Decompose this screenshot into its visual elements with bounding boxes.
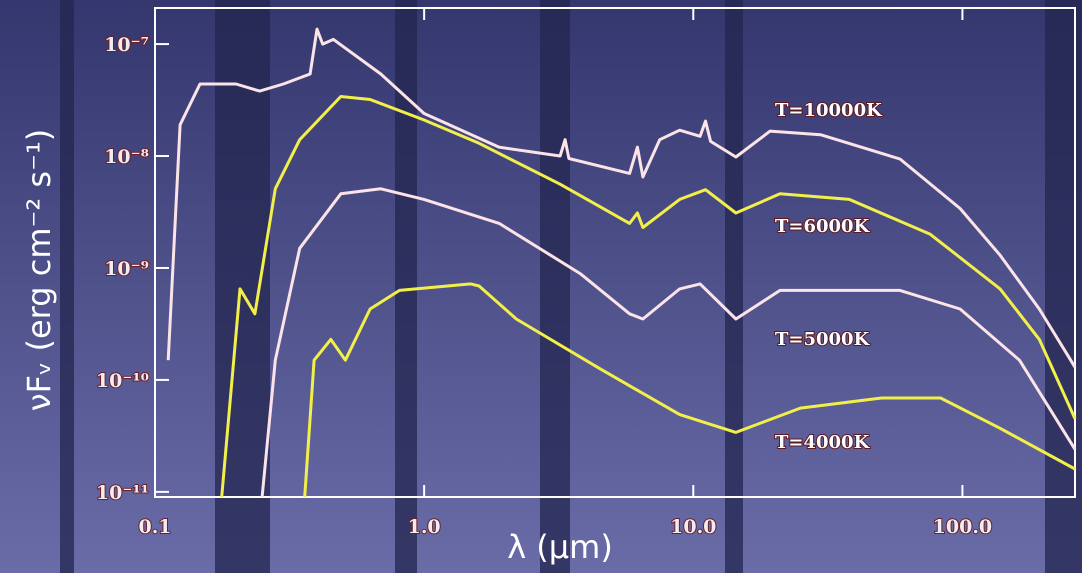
x-axis-label: λ (μm) bbox=[507, 528, 613, 566]
series-label: T=6000K bbox=[775, 216, 871, 237]
series-label: T=5000K bbox=[775, 329, 871, 350]
y-tick-label: 10⁻⁹ bbox=[104, 258, 149, 280]
x-tick-label: 0.1 bbox=[138, 516, 171, 538]
y-tick-label: 10⁻¹⁰ bbox=[96, 370, 149, 392]
series-label: T=4000K bbox=[775, 432, 871, 453]
y-tick-label: 10⁻⁷ bbox=[104, 34, 149, 56]
y-tick-label: 10⁻⁸ bbox=[104, 146, 149, 168]
x-tick-label: 100.0 bbox=[933, 516, 993, 538]
x-tick-label: 1.0 bbox=[408, 516, 441, 538]
series-label: T=10000K bbox=[775, 100, 883, 121]
chart: λ (μm) νFᵥ (erg cm⁻² s⁻¹) 0.1 1.0 10.0 100.… bbox=[0, 0, 1082, 573]
x-tick-label: 10.0 bbox=[670, 516, 716, 538]
y-tick-label: 10⁻¹¹ bbox=[96, 482, 149, 504]
y-axis-label: νFᵥ (erg cm⁻² s⁻¹) bbox=[20, 129, 58, 412]
